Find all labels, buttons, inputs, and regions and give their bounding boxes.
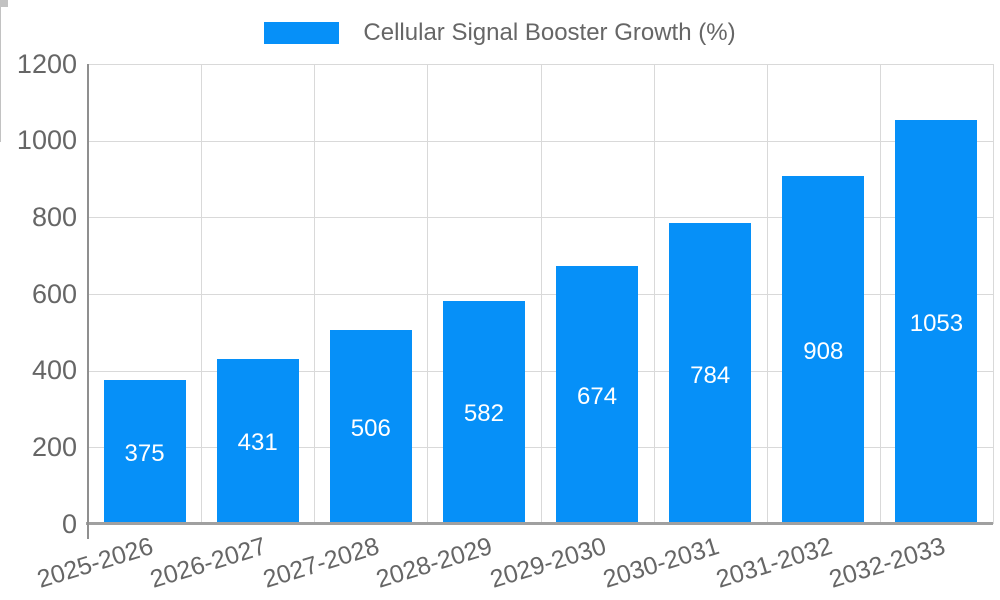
v-gridline: [879, 64, 881, 524]
x-tick-label: 2032-2033: [825, 532, 949, 594]
bar-value-label: 784: [690, 361, 731, 389]
legend-swatch: [264, 22, 340, 44]
x-tick-label: 2027-2028: [260, 532, 383, 594]
y-axis-tick: [0, 2, 8, 3]
v-gridline: [201, 64, 203, 524]
bar-2028-2029[interactable]: [442, 300, 525, 522]
v-gridline: [427, 64, 429, 524]
bar-value-label: 674: [577, 382, 618, 410]
y-tick-label: 0: [61, 508, 77, 539]
y-axis-tick: [0, 5, 8, 6]
y-axis-line: [87, 64, 89, 539]
y-axis-tick: [0, 6, 8, 7]
x-axis-tick: [0, 127, 1, 142]
bar-2030-2031[interactable]: [669, 223, 752, 522]
x-tick-label: 2026-2027: [147, 532, 270, 594]
bar-2029-2030[interactable]: [556, 265, 639, 522]
v-gridline: [993, 64, 994, 524]
y-axis-tick: [0, 1, 8, 2]
x-tick-label: 2029-2030: [486, 532, 609, 594]
x-axis-tick: [0, 112, 1, 127]
v-gridline: [540, 64, 542, 524]
bar-2025-2026[interactable]: [103, 380, 186, 522]
y-axis-tick: [0, 3, 8, 4]
x-axis-tick: [0, 22, 1, 37]
y-axis-tick: [0, 0, 8, 1]
x-axis-tick: [0, 37, 1, 52]
bar-2027-2028[interactable]: [329, 330, 412, 522]
bar-value-label: 582: [463, 400, 504, 428]
x-axis-tick: [0, 97, 1, 112]
bar-value-label: 1053: [909, 310, 964, 338]
y-tick-label: 800: [31, 201, 77, 232]
x-tick-label: 2031-2032: [712, 532, 836, 594]
y-tick-label: 200: [31, 431, 77, 462]
bar-value-label: 908: [803, 337, 844, 365]
x-tick-label: 2028-2029: [373, 532, 496, 594]
bar-2026-2027[interactable]: [216, 358, 299, 522]
v-gridline: [314, 64, 316, 524]
chart-title: Cellular Signal Booster Growth (%): [363, 19, 736, 46]
legend[interactable]: Cellular Signal Booster Growth (%): [0, 19, 1000, 47]
y-tick-label: 1000: [16, 125, 77, 156]
y-axis-tick: [0, 4, 8, 5]
y-tick-label: 600: [31, 278, 77, 309]
x-axis-tick: [0, 82, 1, 97]
x-tick-label: 2025-2026: [33, 532, 157, 594]
v-gridline: [653, 64, 655, 524]
bar-2031-2032[interactable]: [782, 175, 865, 522]
v-gridline: [766, 64, 768, 524]
y-tick-label: 1200: [16, 48, 77, 79]
x-axis-tick: [0, 52, 1, 67]
x-axis-tick: [0, 67, 1, 82]
x-axis-tick: [0, 7, 1, 22]
x-axis-line: [86, 522, 993, 525]
bar-value-label: 506: [350, 415, 391, 443]
y-tick-label: 400: [31, 355, 77, 386]
bar-value-label: 431: [237, 429, 278, 457]
bar-value-label: 375: [124, 440, 165, 468]
x-tick-label: 2030-2031: [599, 532, 723, 594]
bar-2032-2033[interactable]: [895, 120, 978, 522]
